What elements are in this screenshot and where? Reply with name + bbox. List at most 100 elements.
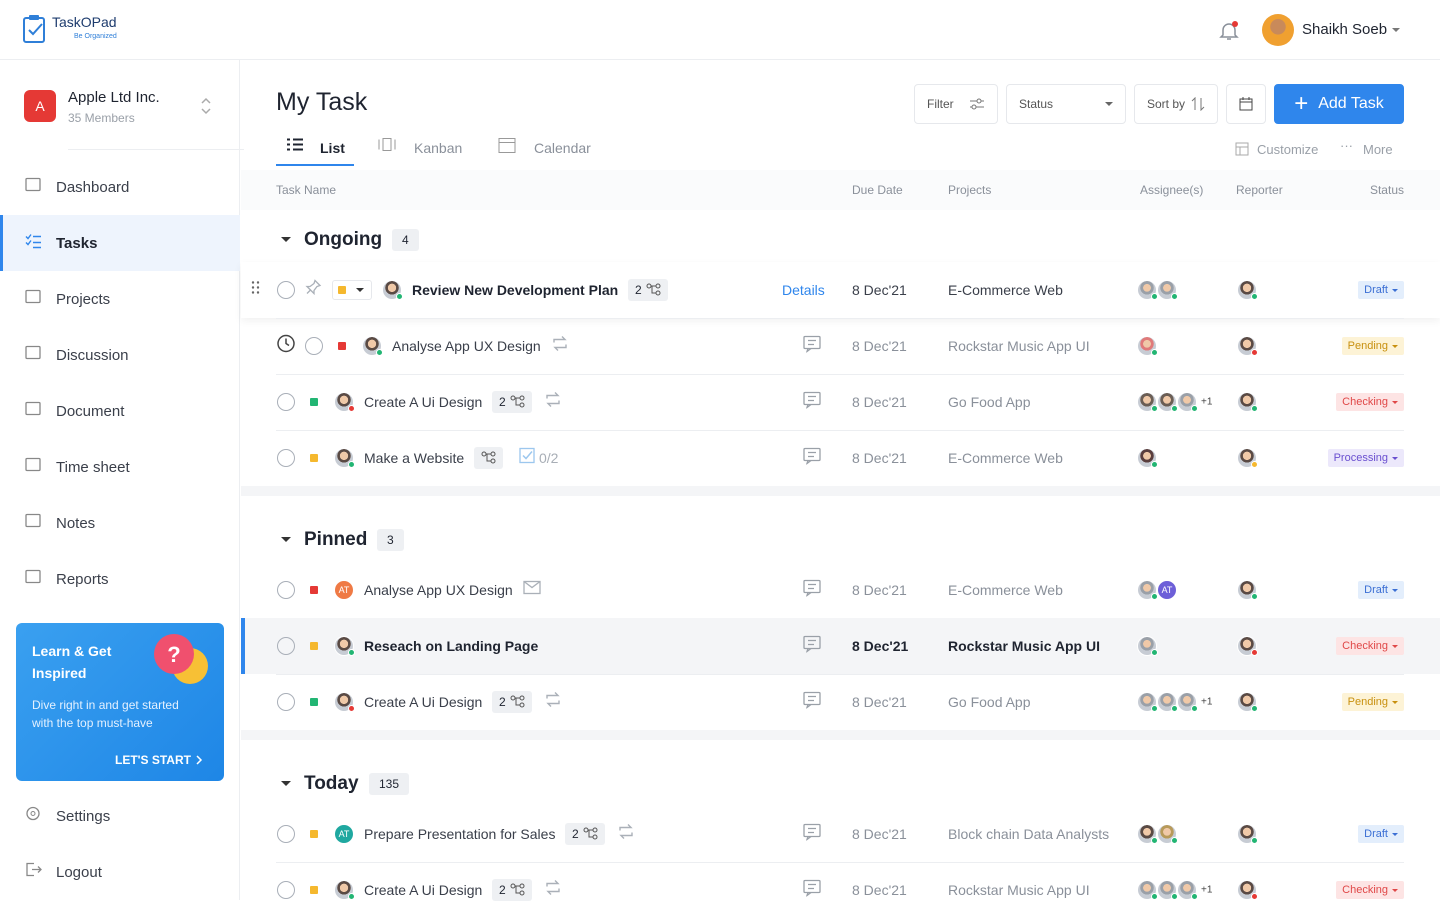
subtask-badge[interactable]: 2 bbox=[492, 879, 532, 901]
details-link[interactable]: Details bbox=[782, 282, 825, 298]
project-name[interactable]: Block chain Data Analysts bbox=[948, 826, 1110, 842]
view-tab[interactable]: Kanban bbox=[414, 140, 463, 156]
status-label[interactable]: Draft bbox=[1364, 584, 1388, 596]
group-name[interactable]: Ongoing bbox=[304, 229, 383, 250]
task-checkbox[interactable] bbox=[305, 337, 323, 355]
project-name[interactable]: E-Commerce Web bbox=[948, 582, 1063, 598]
status-pill[interactable]: Checking bbox=[1336, 393, 1404, 411]
add-task-label[interactable]: Add Task bbox=[1318, 95, 1384, 112]
more-dots[interactable]: ··· bbox=[1340, 138, 1353, 153]
group-caret[interactable] bbox=[281, 237, 291, 247]
filter-button[interactable]: Filter bbox=[914, 84, 998, 124]
bell-icon[interactable] bbox=[1218, 20, 1240, 42]
project-name[interactable]: E-Commerce Web bbox=[948, 450, 1063, 466]
task-checkbox[interactable] bbox=[277, 393, 295, 411]
project-name[interactable]: E-Commerce Web bbox=[948, 282, 1063, 298]
priority-select[interactable] bbox=[332, 280, 372, 300]
group-name[interactable]: Today bbox=[304, 773, 359, 794]
user-caret[interactable] bbox=[1392, 28, 1400, 36]
task-checkbox[interactable] bbox=[277, 581, 295, 599]
group-caret[interactable] bbox=[281, 781, 291, 791]
status-pill[interactable]: Checking bbox=[1336, 637, 1404, 655]
avatar-initials: AT bbox=[338, 829, 350, 839]
status-pill[interactable]: Pending bbox=[1341, 693, 1404, 711]
status-label[interactable]: Processing bbox=[1333, 452, 1388, 464]
task-checkbox[interactable] bbox=[277, 881, 295, 899]
view-tab[interactable]: List bbox=[320, 140, 345, 156]
status-label[interactable]: Draft bbox=[1364, 284, 1388, 296]
project-name[interactable]: Rockstar Music App UI bbox=[948, 638, 1100, 654]
org-switch[interactable] bbox=[199, 96, 213, 116]
sort-button[interactable]: Sort by bbox=[1134, 84, 1218, 124]
status-pill[interactable]: Checking bbox=[1336, 881, 1404, 899]
nav-item[interactable]: Reports bbox=[56, 570, 109, 588]
more[interactable]: More bbox=[1363, 142, 1393, 157]
status-label[interactable]: Status bbox=[1019, 97, 1054, 111]
task-checkbox[interactable] bbox=[277, 449, 295, 467]
task-name[interactable]: Reseach on Landing Page bbox=[364, 638, 539, 654]
nav-item[interactable]: Logout bbox=[56, 863, 102, 881]
project-name[interactable]: Go Food App bbox=[948, 694, 1031, 710]
subtask-count[interactable]: 2 bbox=[499, 883, 506, 897]
org-name[interactable]: Apple Ltd Inc. bbox=[68, 89, 160, 106]
nav-item[interactable]: Discussion bbox=[56, 346, 129, 364]
customize-icon[interactable] bbox=[1235, 142, 1249, 156]
sort-label[interactable]: Sort by bbox=[1147, 97, 1186, 111]
subtask-badge[interactable]: 2 bbox=[565, 823, 605, 845]
nav-item[interactable]: Settings bbox=[56, 807, 111, 825]
user-name[interactable]: Shaikh Soeb bbox=[1302, 21, 1388, 38]
status-pill[interactable]: Draft bbox=[1358, 825, 1404, 843]
customize[interactable]: Customize bbox=[1257, 142, 1319, 157]
calendar-button[interactable] bbox=[1226, 84, 1266, 124]
due-date: 8 Dec'21 bbox=[852, 450, 907, 466]
subtask-badge[interactable]: 2 bbox=[628, 279, 668, 301]
subtask-count[interactable]: 2 bbox=[572, 827, 579, 841]
nav-item[interactable]: Document bbox=[56, 402, 125, 420]
divider bbox=[68, 149, 244, 150]
task-checkbox[interactable] bbox=[277, 281, 295, 299]
group-caret[interactable] bbox=[281, 537, 291, 547]
status-label[interactable]: Pending bbox=[1347, 340, 1388, 352]
status-pill[interactable]: Draft bbox=[1358, 281, 1404, 299]
view-tab[interactable]: Calendar bbox=[534, 140, 591, 156]
user-avatar[interactable] bbox=[1262, 14, 1294, 46]
task-name[interactable]: Prepare Presentation for Sales bbox=[364, 826, 556, 842]
subtask-count[interactable]: 2 bbox=[635, 283, 642, 297]
task-name[interactable]: Create A Ui Design bbox=[364, 694, 483, 710]
project-name[interactable]: Rockstar Music App UI bbox=[948, 338, 1090, 354]
task-checkbox[interactable] bbox=[277, 637, 295, 655]
promo-cta[interactable]: LET'S START bbox=[115, 753, 191, 767]
status-pill[interactable]: Pending bbox=[1341, 337, 1404, 355]
filter-label[interactable]: Filter bbox=[927, 97, 954, 111]
subtask-badge[interactable]: 2 bbox=[492, 391, 532, 413]
task-name[interactable]: Analyse App UX Design bbox=[392, 338, 541, 354]
cta-arrow[interactable] bbox=[194, 754, 204, 766]
group-name[interactable]: Pinned bbox=[304, 529, 368, 550]
task-name[interactable]: Create A Ui Design bbox=[364, 394, 483, 410]
project-name[interactable]: Rockstar Music App UI bbox=[948, 882, 1090, 898]
status-label[interactable]: Pending bbox=[1347, 696, 1388, 708]
task-name[interactable]: Review New Development Plan bbox=[412, 282, 619, 298]
task-name[interactable]: Analyse App UX Design bbox=[364, 582, 513, 598]
subtask-count[interactable]: 2 bbox=[499, 395, 506, 409]
status-pill[interactable]: Draft bbox=[1358, 581, 1404, 599]
status-label[interactable]: Checking bbox=[1342, 640, 1388, 652]
status-label[interactable]: Draft bbox=[1364, 828, 1388, 840]
task-checkbox[interactable] bbox=[277, 825, 295, 843]
nav-item[interactable]: Dashboard bbox=[56, 178, 130, 196]
status-pill[interactable]: Processing bbox=[1327, 449, 1404, 467]
subtask-badge[interactable]: 2 bbox=[492, 691, 532, 713]
status-label[interactable]: Checking bbox=[1342, 884, 1388, 896]
nav-item[interactable]: Time sheet bbox=[56, 458, 130, 476]
add-task-button[interactable]: + Add Task bbox=[1274, 84, 1404, 124]
nav-item[interactable]: Notes bbox=[56, 514, 96, 532]
status-select[interactable]: Status bbox=[1006, 84, 1126, 124]
subtask-count[interactable]: 2 bbox=[499, 695, 506, 709]
subtask-badge[interactable] bbox=[474, 447, 503, 469]
task-name[interactable]: Make a Website bbox=[364, 450, 465, 466]
task-checkbox[interactable] bbox=[277, 693, 295, 711]
task-name[interactable]: Create A Ui Design bbox=[364, 882, 483, 898]
status-label[interactable]: Checking bbox=[1342, 396, 1388, 408]
project-name[interactable]: Go Food App bbox=[948, 394, 1031, 410]
nav-item[interactable]: Projects bbox=[56, 290, 111, 308]
